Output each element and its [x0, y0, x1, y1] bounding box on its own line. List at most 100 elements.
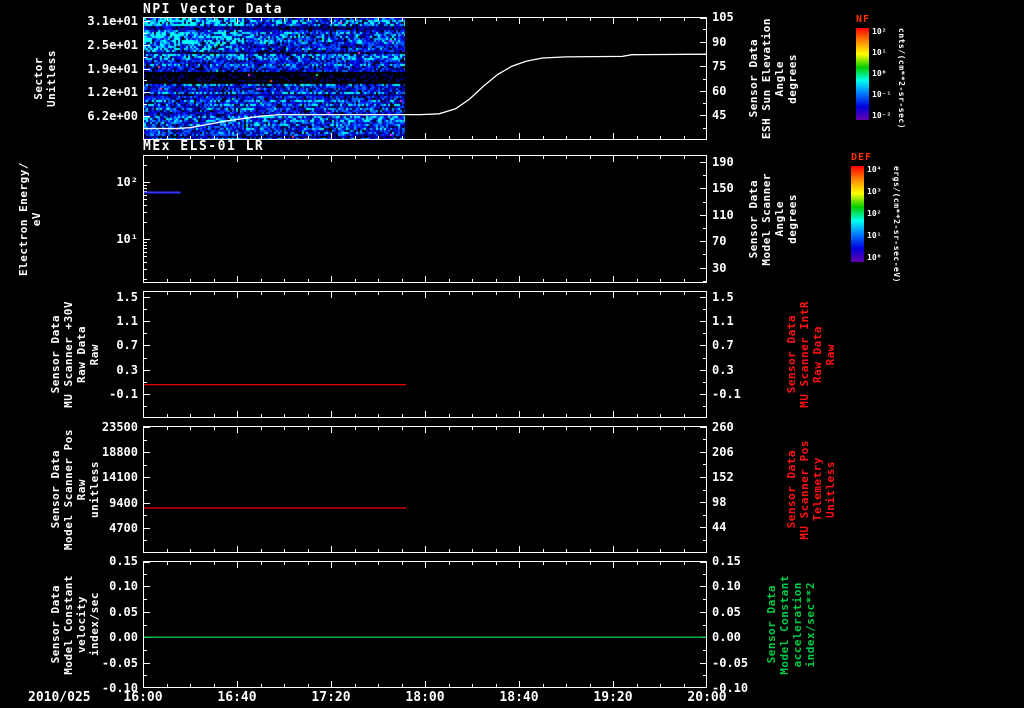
left-axis-label-npi-vector-line: Sector — [31, 57, 45, 100]
colorbar-tick-label: 10¹ — [867, 231, 882, 240]
right-axis-label-mu-scanner-30v-line: MU Scanner IntR — [797, 301, 811, 408]
left-tick-label-p1: 1.2e+01 — [87, 85, 138, 99]
right-axis-label-mu-scanner-30v: Sensor Data MU Scanner IntR Raw Data Raw — [780, 291, 842, 418]
left-axis-label-model-constant-velocity-line: velocity — [74, 596, 88, 653]
right-axis-label-els-lr-line: Angle — [772, 201, 786, 237]
right-tick-label-p2: 190 — [712, 155, 734, 169]
x-tick-label: 18:40 — [499, 690, 539, 705]
right-axis-label-model-constant-velocity: Sensor Data Model Constant acceleration ind… — [760, 561, 822, 688]
colorbar-def-gradient — [851, 166, 864, 262]
right-axis-label-mu-scanner-30v-line: Raw Data — [810, 326, 824, 383]
panel-border — [143, 155, 707, 283]
right-axis-label-mu-scanner-30v-line: Raw — [823, 343, 837, 366]
left-tick-label-p1: 2.5e+01 — [87, 38, 138, 52]
right-axis-label-els-lr-line: Sensor Data — [746, 179, 760, 259]
right-tick-label-p2: 30 — [712, 261, 727, 275]
right-tick-label-p3: 1.5 — [712, 290, 734, 304]
right-tick-label-p1: 75 — [712, 59, 727, 73]
right-tick-label-p2: 70 — [712, 234, 727, 248]
right-tick-label-p4: 152 — [712, 470, 734, 484]
left-axis-label-els-lr-line: Electron Energy/ — [16, 162, 30, 276]
left-axis-label-model-scanner-pos-line: Raw — [74, 478, 88, 501]
left-axis-label-mu-scanner-30v-line: Raw Data — [74, 326, 88, 383]
right-axis-label-model-scanner-pos-line: Sensor Data — [784, 450, 798, 529]
right-tick-label-p4: 260 — [712, 420, 734, 434]
left-tick-label-p4: 23500 — [101, 420, 138, 434]
colorbar-def-unit: ergs/(cm**2-sr-sec-eV) — [892, 166, 901, 283]
right-tick-label-p5: -0.10 — [712, 681, 749, 695]
colorbar-tick-label: 10⁰ — [867, 253, 882, 262]
left-axis-label-model-scanner-pos: Sensor Data Model Scanner Pos Raw unitless — [42, 426, 108, 553]
colorbar-tick-label: 10³ — [867, 187, 882, 196]
colorbar-def-title: DEF — [851, 152, 873, 163]
right-tick-label-p3: 0.7 — [712, 338, 734, 352]
right-axis-label-model-scanner-pos-line: MU Scanner Pos — [797, 439, 811, 540]
x-tick-label: 18:00 — [405, 690, 445, 705]
right-tick-label-p4: 98 — [712, 495, 727, 509]
right-axis-label-npi-vector: Sensor Data ESH Sun Elevation Angle degrees — [743, 17, 803, 140]
colorbar-nf-ticks: 10² 10¹ 10⁰ 10⁻¹ 10⁻² — [872, 28, 896, 120]
left-tick-label-p3: 0.7 — [116, 338, 138, 352]
right-axis-label-els-lr-line: Model Scanner — [759, 172, 773, 266]
left-tick-label-p4: 9400 — [109, 496, 138, 510]
date-label: 2010/025 — [28, 690, 91, 705]
left-axis-label-model-constant-velocity-line: index/sec — [87, 592, 101, 657]
right-axis-label-model-scanner-pos-line: Unitless — [823, 461, 837, 518]
left-axis-label-els-lr-line: eV — [29, 211, 43, 227]
right-axis-label-model-constant-velocity-line: Model Constant — [777, 574, 791, 675]
x-tick-label: 20:00 — [687, 690, 727, 705]
left-axis-label-mu-scanner-30v-line: MU Scanner +30V — [61, 301, 75, 408]
left-tick-label-p5: 0.15 — [109, 554, 138, 568]
right-tick-label-p1: 45 — [712, 108, 727, 122]
colorbar-nf-title: NF — [856, 14, 871, 25]
right-axis-label-npi-vector-line: Sensor Data — [746, 39, 760, 118]
left-tick-label-p1: 6.2e+00 — [87, 109, 138, 123]
colorbar-def-ticks: 10⁴ 10³ 10² 10¹ 10⁰ — [867, 166, 891, 262]
left-tick-label-p5: 0.05 — [109, 605, 138, 619]
colorbar-nf-gradient — [856, 28, 869, 120]
left-axis-label-model-scanner-pos-line: Model Scanner Pos — [61, 428, 75, 551]
panel-border — [143, 17, 707, 140]
left-tick-label-p5: 0.00 — [109, 630, 138, 644]
right-axis-label-model-constant-velocity-line: Sensor Data — [764, 585, 778, 664]
left-tick-label-p3: 1.5 — [116, 290, 138, 304]
colorbar-nf: NF 10² 10¹ 10⁰ 10⁻¹ 10⁻² cnts/(cm**2-sr-sec) — [856, 14, 906, 129]
panel-model-constant-velocity — [143, 561, 707, 688]
x-tick-label: 17:20 — [311, 690, 351, 705]
left-axis-label-els-lr: Electron Energy/eV — [10, 155, 50, 283]
left-axis-label-model-scanner-pos-line: Sensor Data — [48, 450, 62, 529]
colorbar-tick-label: 10⁻² — [872, 111, 892, 120]
x-tick-label: 19:20 — [593, 690, 633, 705]
left-tick-label-p2: 10¹ — [116, 232, 138, 246]
right-tick-label-p3: 1.1 — [712, 314, 734, 328]
left-tick-label-p3: 0.3 — [116, 363, 138, 377]
right-axis-label-model-constant-velocity-line: index/sec**2 — [803, 581, 817, 668]
panel2-title: MEx ELS-01 LR — [143, 139, 265, 154]
colorbar-tick-label: 10⁰ — [872, 69, 887, 78]
panel-mu-scanner-30v — [143, 291, 707, 418]
right-axis-label-model-scanner-pos: Sensor Data MU Scanner Pos Telemetry Unitle… — [780, 426, 842, 553]
right-axis-label-npi-vector-line: ESH Sun Elevation — [759, 17, 773, 140]
right-tick-label-p5: 0.15 — [712, 554, 741, 568]
left-tick-label-p4: 4700 — [109, 521, 138, 535]
left-axis-label-model-constant-velocity-line: Sensor Data — [48, 585, 62, 664]
colorbar-tick-label: 10⁴ — [867, 165, 882, 174]
right-axis-label-els-lr: Sensor Data Model Scanner Angle degrees — [743, 155, 803, 283]
panel-border — [143, 561, 707, 688]
panel-npi-vector — [143, 17, 707, 140]
left-axis-label-npi-vector: Sector Unitless — [22, 17, 68, 140]
right-axis-label-mu-scanner-30v-line: Sensor Data — [784, 315, 798, 394]
left-axis-label-mu-scanner-30v: Sensor Data MU Scanner +30V Raw Data Raw — [42, 291, 108, 418]
right-tick-label-p2: 110 — [712, 208, 734, 222]
left-tick-label-p2: 10² — [116, 175, 138, 189]
left-tick-label-p5: 0.10 — [109, 579, 138, 593]
left-axis-label-mu-scanner-30v-line: Raw — [87, 343, 101, 366]
left-axis-label-model-constant-velocity-line: Model Constant — [61, 574, 75, 675]
colorbar-tick-label: 10¹ — [872, 48, 887, 57]
x-tick-label: 16:40 — [217, 690, 257, 705]
npi-sector-spectrogram — [144, 18, 405, 139]
right-tick-label-p4: 206 — [712, 445, 734, 459]
left-tick-label-p3: -0.1 — [109, 387, 138, 401]
right-tick-label-p3: 0.3 — [712, 363, 734, 377]
